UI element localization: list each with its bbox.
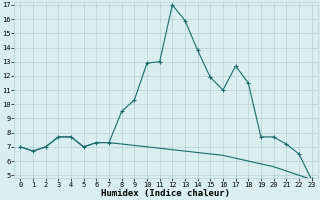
X-axis label: Humidex (Indice chaleur): Humidex (Indice chaleur) [101,189,230,198]
